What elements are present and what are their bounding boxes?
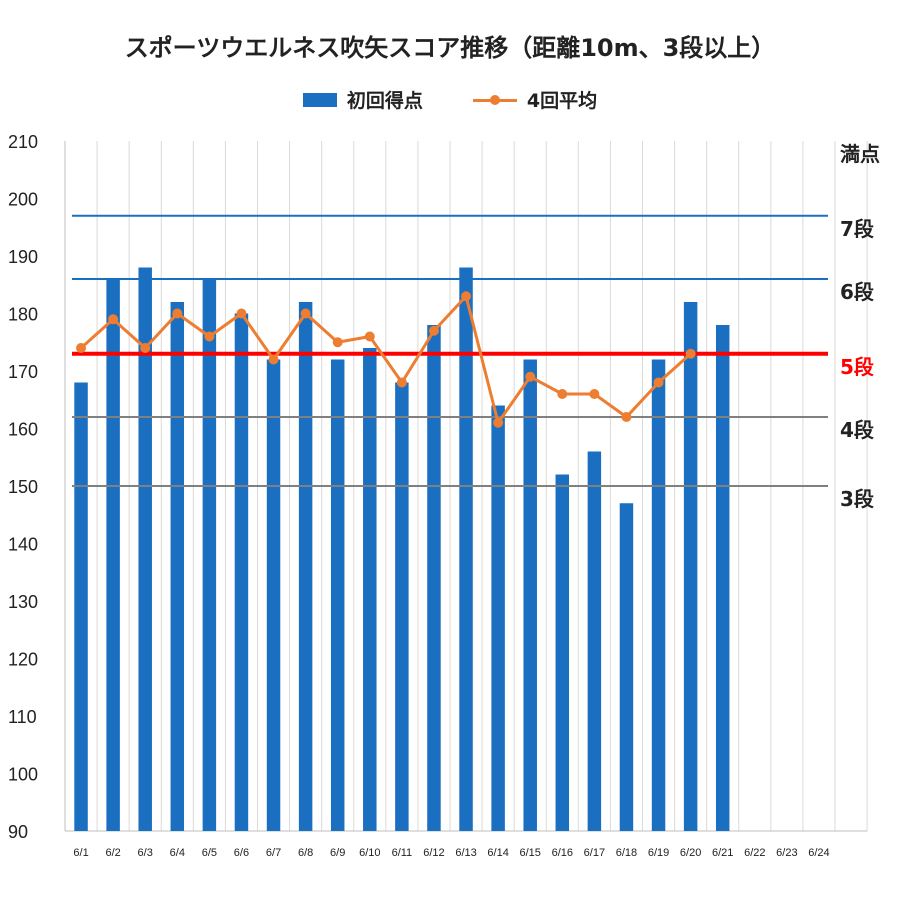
bar — [651, 359, 666, 831]
x-tick-label: 6/6 — [234, 847, 249, 859]
reference-label: 6段 — [840, 280, 874, 304]
legend-label-line: 4回平均 — [526, 90, 598, 112]
y-tick-label: 140 — [8, 535, 38, 555]
average-point — [653, 377, 664, 388]
x-tick-label: 6/14 — [487, 847, 508, 859]
bar — [555, 474, 570, 831]
average-line — [80, 294, 692, 425]
reference-label: 3段 — [840, 487, 874, 511]
y-tick-label: 150 — [8, 477, 38, 497]
average-point — [108, 314, 119, 325]
average-point — [236, 308, 247, 319]
reference-label: 4段 — [840, 418, 874, 442]
bar — [619, 503, 634, 831]
x-tick-label: 6/4 — [170, 847, 185, 859]
y-tick-label: 210 — [8, 132, 38, 152]
bar — [298, 302, 313, 831]
average-point — [204, 331, 215, 342]
legend-item-bars: 初回得点 — [302, 86, 423, 113]
bar — [330, 359, 345, 831]
bar — [395, 382, 409, 831]
bar — [74, 382, 88, 831]
bar — [363, 348, 377, 831]
bar — [234, 313, 249, 831]
bar — [106, 279, 120, 831]
average-point — [493, 417, 504, 428]
legend-bar-swatch — [302, 92, 337, 107]
average-point — [300, 308, 311, 319]
average-point — [268, 354, 279, 365]
average-point — [364, 331, 375, 342]
reference-label: 満点 — [840, 142, 880, 166]
bar — [715, 325, 730, 831]
average-point — [76, 343, 87, 353]
average-point — [685, 348, 696, 359]
x-tick-label: 6/22 — [744, 847, 765, 859]
x-tick-label: 6/8 — [298, 847, 313, 859]
reference-label: 7段 — [840, 217, 874, 241]
bar — [683, 302, 698, 831]
x-tick-label: 6/7 — [266, 847, 281, 859]
y-tick-label: 200 — [8, 190, 38, 210]
x-tick-label: 6/17 — [584, 847, 605, 859]
average-point — [621, 412, 632, 422]
average-point — [589, 389, 600, 399]
bar — [170, 302, 185, 831]
chart-title: スポーツウエルネス吹矢スコア推移（距離10m、3段以上） — [124, 34, 776, 62]
average-point — [428, 325, 439, 336]
y-tick-label: 110 — [8, 707, 37, 727]
y-tick-label: 100 — [8, 765, 38, 785]
bar — [459, 267, 473, 831]
y-tick-label: 120 — [8, 650, 38, 670]
bar — [523, 359, 537, 831]
x-tick-label: 6/5 — [202, 847, 217, 859]
x-tick-label: 6/15 — [519, 847, 540, 859]
legend-label-bars: 初回得点 — [346, 90, 423, 112]
x-tick-label: 6/23 — [776, 847, 797, 859]
y-tick-label: 180 — [8, 305, 38, 325]
average-point — [140, 343, 151, 353]
y-tick-label: 130 — [8, 592, 38, 612]
average-point — [396, 377, 407, 388]
average-point — [332, 337, 343, 348]
x-tick-label: 6/11 — [392, 847, 413, 859]
x-tick-label: 6/20 — [680, 847, 701, 859]
x-tick-label: 6/24 — [808, 847, 829, 859]
x-tick-label: 6/16 — [552, 847, 573, 859]
x-tick-label: 6/13 — [455, 847, 476, 859]
average-point — [172, 308, 183, 319]
x-tick-label: 6/12 — [423, 847, 444, 859]
x-tick-label: 6/21 — [712, 847, 733, 859]
x-tick-label: 6/9 — [330, 847, 345, 859]
bar — [202, 279, 217, 831]
average-point — [461, 291, 472, 302]
x-tick-label: 6/18 — [616, 847, 637, 859]
average-point — [557, 389, 568, 399]
x-tick-label: 6/10 — [359, 847, 380, 859]
average-point — [525, 371, 536, 382]
legend-line-swatch — [472, 93, 517, 107]
x-tick-label: 6/2 — [105, 847, 120, 859]
y-tick-label: 190 — [8, 247, 38, 267]
legend-item-line: 4回平均 — [472, 86, 598, 113]
reference-label: 5段 — [840, 355, 874, 379]
y-tick-label: 160 — [8, 420, 38, 440]
x-tick-label: 6/19 — [648, 847, 669, 859]
bar — [138, 267, 152, 831]
bar — [266, 359, 281, 831]
bar — [587, 451, 602, 831]
x-tick-label: 6/3 — [138, 847, 153, 859]
y-tick-label: 90 — [8, 822, 28, 842]
legend: 初回得点 4回平均 — [0, 86, 900, 113]
x-tick-label: 6/1 — [73, 847, 88, 859]
y-tick-label: 170 — [8, 362, 38, 382]
bar — [427, 325, 441, 831]
bar — [491, 405, 505, 831]
